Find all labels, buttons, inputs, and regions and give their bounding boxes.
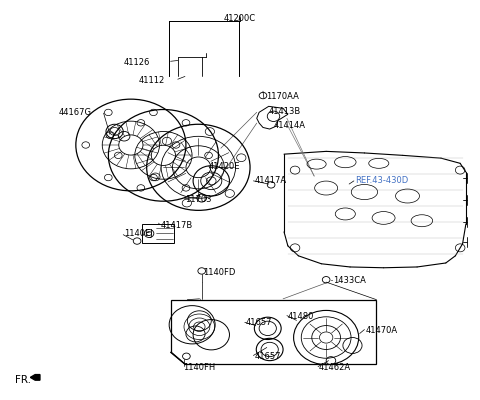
Text: 41126: 41126 [124,58,150,67]
Text: 1140EJ: 1140EJ [124,229,153,238]
Bar [142,224,174,243]
Polygon shape [170,300,376,364]
Text: 41420E: 41420E [209,162,240,172]
Text: 41470A: 41470A [365,326,397,335]
Text: 11703: 11703 [185,195,212,204]
Text: 44167G: 44167G [59,108,91,117]
Text: 41413B: 41413B [269,107,301,116]
Text: 41657: 41657 [254,352,281,361]
Text: 41417B: 41417B [161,222,193,230]
Text: 1433CA: 1433CA [333,276,366,285]
Text: 1170AA: 1170AA [266,92,299,101]
Text: 41480: 41480 [288,312,314,321]
Polygon shape [257,106,288,129]
Text: REF.43-430D: REF.43-430D [355,176,408,185]
Text: 41462A: 41462A [319,363,351,372]
Text: 41200C: 41200C [224,14,256,23]
Text: 41417A: 41417A [254,176,287,185]
Text: 1140FD: 1140FD [203,268,235,277]
Text: 41657: 41657 [246,318,272,327]
Text: 1140FH: 1140FH [183,363,216,372]
Text: FR.: FR. [15,375,31,385]
Text: 41414A: 41414A [274,120,305,130]
Polygon shape [30,374,40,380]
Text: 41112: 41112 [138,76,165,85]
